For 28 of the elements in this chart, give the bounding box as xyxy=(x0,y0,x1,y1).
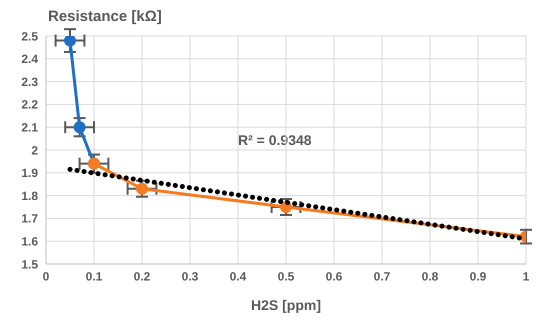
y-tick-label: 2 xyxy=(31,143,38,158)
y-tick-label: 1.8 xyxy=(21,188,38,203)
point xyxy=(136,182,148,195)
x-tick-label: 0.4 xyxy=(230,270,247,284)
y-tick-label: 1.7 xyxy=(21,212,38,226)
y-tick-label: 1.9 xyxy=(21,166,38,180)
x-axis-title: H2S [ppm] xyxy=(251,297,321,313)
x-tick-label: 0.9 xyxy=(470,270,487,284)
y-tick-label: 1.6 xyxy=(21,234,38,248)
y-tick-label: 2.3 xyxy=(21,74,38,89)
x-tick-label: 0.3 xyxy=(182,270,199,284)
y-tick-label: 2.4 xyxy=(21,52,38,66)
x-tick-label: 0.8 xyxy=(422,270,439,284)
point xyxy=(74,121,86,134)
x-tick-label: 0.5 xyxy=(278,270,295,284)
y-tick-label: 1.5 xyxy=(21,257,38,272)
y-tick-label: 2.2 xyxy=(21,98,38,112)
x-tick-label: 0.6 xyxy=(326,270,343,284)
x-tick-label: 0 xyxy=(42,270,50,284)
annotation: R² = 0.9348 xyxy=(234,132,316,148)
y-tick-label: 2.1 xyxy=(21,120,38,134)
x-tick-label: 0.1 xyxy=(86,270,103,284)
point xyxy=(64,36,76,47)
x-tick-label: 0.2 xyxy=(134,270,151,284)
y-axis-title: Resistance [kΩ] xyxy=(48,8,162,25)
y-tick-label: 2.5 xyxy=(21,29,38,44)
x-tick-label: 1 xyxy=(522,270,530,284)
x-tick-label: 0.7 xyxy=(374,270,391,284)
